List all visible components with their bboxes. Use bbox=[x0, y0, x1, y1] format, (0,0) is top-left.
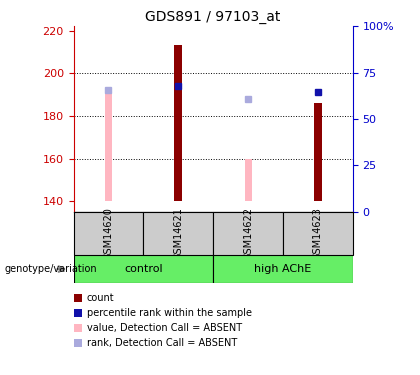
Text: GSM14620: GSM14620 bbox=[103, 207, 113, 260]
Text: value, Detection Call = ABSENT: value, Detection Call = ABSENT bbox=[87, 323, 242, 333]
Text: GSM14622: GSM14622 bbox=[243, 207, 253, 260]
Bar bbox=[74, 255, 213, 283]
Bar bbox=[74, 324, 82, 332]
Text: high AChE: high AChE bbox=[255, 264, 312, 274]
Text: control: control bbox=[124, 264, 163, 274]
Bar bbox=[244, 159, 252, 201]
Text: GSM14621: GSM14621 bbox=[173, 207, 183, 260]
Bar bbox=[74, 309, 82, 317]
Bar bbox=[74, 294, 82, 302]
Bar bbox=[314, 103, 322, 201]
Bar bbox=[213, 255, 353, 283]
Text: percentile rank within the sample: percentile rank within the sample bbox=[87, 308, 252, 318]
Bar bbox=[143, 212, 213, 255]
Bar bbox=[105, 90, 112, 201]
Bar bbox=[213, 212, 283, 255]
Bar bbox=[283, 212, 353, 255]
Text: count: count bbox=[87, 293, 115, 303]
Bar bbox=[74, 212, 143, 255]
Text: rank, Detection Call = ABSENT: rank, Detection Call = ABSENT bbox=[87, 338, 237, 348]
Title: GDS891 / 97103_at: GDS891 / 97103_at bbox=[145, 10, 281, 24]
Bar bbox=[74, 339, 82, 347]
Text: GSM14623: GSM14623 bbox=[313, 207, 323, 260]
Bar bbox=[174, 45, 182, 201]
Text: genotype/variation: genotype/variation bbox=[4, 264, 97, 274]
